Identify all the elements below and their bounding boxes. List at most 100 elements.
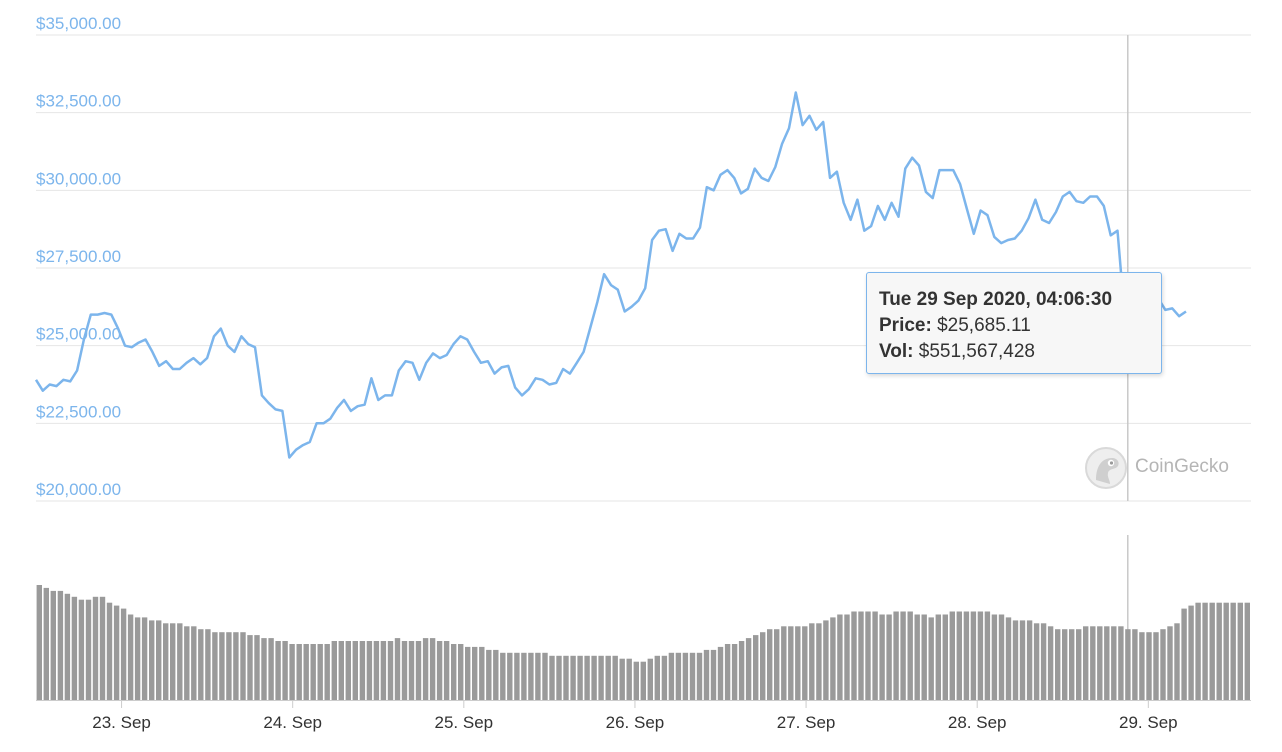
volume-bar bbox=[43, 587, 49, 700]
tooltip-price-row: Price: $25,685.11 bbox=[879, 313, 1161, 339]
volume-bar bbox=[296, 644, 302, 700]
volume-bar bbox=[92, 596, 99, 700]
volume-bars bbox=[36, 585, 1250, 700]
volume-bar bbox=[394, 638, 401, 700]
volume-bar bbox=[1230, 602, 1236, 700]
volume-bar bbox=[991, 614, 998, 700]
volume-bar bbox=[703, 649, 710, 700]
volume-bar bbox=[865, 611, 871, 700]
volume-bar bbox=[584, 655, 590, 700]
volume-bar bbox=[753, 635, 759, 700]
volume-bar bbox=[64, 593, 71, 700]
volume-bar bbox=[535, 652, 541, 700]
volume-bar bbox=[331, 641, 337, 700]
volume-bar bbox=[310, 644, 316, 700]
volume-bar bbox=[816, 623, 822, 700]
volume-bar bbox=[57, 590, 64, 700]
volume-bar bbox=[844, 614, 850, 700]
volume-bar bbox=[528, 652, 534, 700]
volume-bar bbox=[619, 658, 625, 700]
volume-bar bbox=[998, 614, 1005, 700]
volume-bar bbox=[247, 635, 253, 700]
volume-bar bbox=[858, 611, 864, 700]
volume-bar bbox=[949, 611, 955, 700]
volume-bar bbox=[261, 638, 267, 700]
tooltip-date: Tue 29 Sep 2020, 04:06:30 bbox=[879, 289, 1113, 310]
volume-bar bbox=[78, 599, 85, 700]
volume-bar bbox=[465, 646, 471, 700]
volume-bar bbox=[1174, 623, 1180, 700]
coingecko-watermark: CoinGecko bbox=[1084, 446, 1254, 490]
volume-bar bbox=[415, 641, 422, 700]
volume-bar bbox=[1244, 602, 1250, 700]
volume-bar bbox=[970, 611, 977, 700]
volume-bar bbox=[507, 652, 513, 700]
x-tick-label: 23. Sep bbox=[92, 713, 151, 732]
volume-bar bbox=[36, 585, 42, 700]
volume-bar bbox=[556, 655, 562, 700]
volume-bar bbox=[1209, 602, 1215, 700]
volume-bar bbox=[303, 644, 309, 700]
x-axis-labels: 23. Sep 24. Sep 25. Sep 26. Sep 27. Sep 28. S… bbox=[92, 700, 1178, 732]
volume-bar bbox=[1223, 602, 1229, 700]
x-tick-label: 24. Sep bbox=[263, 713, 322, 732]
volume-bar bbox=[1104, 626, 1110, 700]
price-line bbox=[34, 91, 1187, 459]
volume-bar bbox=[809, 623, 815, 700]
volume-bar bbox=[106, 602, 113, 700]
volume-bar bbox=[956, 611, 962, 700]
volume-bar bbox=[633, 661, 639, 700]
volume-bar bbox=[1026, 620, 1033, 700]
volume-bar bbox=[120, 608, 127, 700]
y-tick-label: $35,000.00 bbox=[36, 14, 121, 33]
volume-bar bbox=[731, 644, 738, 700]
x-tick-label: 27. Sep bbox=[777, 713, 836, 732]
gecko-logo-icon bbox=[1085, 447, 1127, 489]
volume-bar bbox=[380, 641, 387, 700]
volume-bar bbox=[219, 632, 225, 700]
volume-bar bbox=[661, 655, 668, 700]
volume-bar bbox=[1216, 602, 1222, 700]
volume-bar bbox=[1069, 629, 1075, 700]
volume-bar bbox=[85, 599, 92, 700]
volume-bar bbox=[436, 641, 443, 700]
tooltip-vol-value: $551,567,428 bbox=[918, 341, 1035, 362]
volume-bar bbox=[359, 641, 366, 700]
volume-bar bbox=[963, 611, 970, 700]
x-tick-label: 29. Sep bbox=[1119, 713, 1178, 732]
volume-bar bbox=[149, 620, 155, 700]
volume-bar bbox=[317, 644, 323, 700]
volume-bar bbox=[170, 623, 176, 700]
volume-bar bbox=[788, 626, 794, 700]
volume-bar bbox=[254, 635, 260, 700]
volume-bar bbox=[401, 641, 408, 700]
volume-bar bbox=[408, 641, 415, 700]
volume-bar bbox=[486, 649, 492, 700]
volume-bar bbox=[907, 611, 913, 700]
volume-bar bbox=[1040, 623, 1047, 700]
volume-bar bbox=[654, 655, 660, 700]
volume-bar bbox=[710, 649, 717, 700]
volume-bar bbox=[612, 655, 618, 700]
volume-bar bbox=[767, 629, 773, 700]
volume-bar bbox=[928, 617, 934, 700]
volume-bar bbox=[717, 646, 724, 700]
volume-bar bbox=[1125, 629, 1131, 700]
volume-bar bbox=[900, 611, 906, 700]
volume-bar bbox=[1047, 626, 1054, 700]
volume-bar bbox=[451, 644, 457, 700]
volume-bar bbox=[542, 652, 548, 700]
volume-bar bbox=[226, 632, 232, 700]
volume-bar bbox=[443, 641, 450, 700]
volume-bar bbox=[1076, 629, 1082, 700]
volume-bar bbox=[745, 638, 752, 700]
volume-bar bbox=[1097, 626, 1103, 700]
volume-bar bbox=[591, 655, 597, 700]
volume-bar bbox=[514, 652, 520, 700]
volume-bar bbox=[479, 646, 485, 700]
volume-bar bbox=[1146, 632, 1152, 700]
volume-bar bbox=[177, 623, 183, 700]
volume-bar bbox=[605, 655, 611, 700]
volume-bar bbox=[156, 620, 162, 700]
volume-bar bbox=[1005, 617, 1012, 700]
